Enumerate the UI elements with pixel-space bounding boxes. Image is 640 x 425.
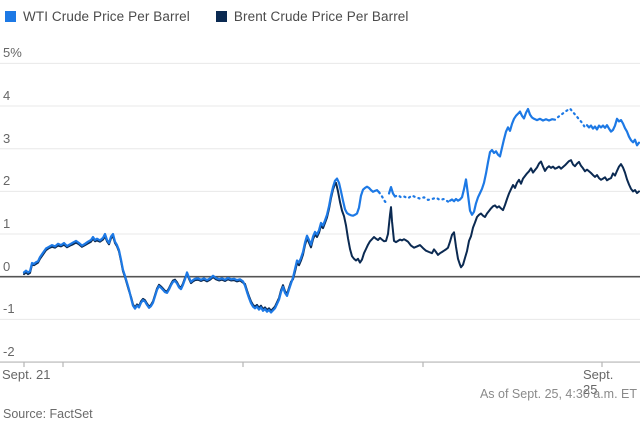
brent-series-line-solid xyxy=(23,159,640,312)
as-of-note: As of Sept. 25, 4:30 a.m. ET xyxy=(479,387,637,401)
y-tick-label: 1 xyxy=(3,216,11,232)
y-tick-label: -1 xyxy=(3,301,15,317)
x-axis-label-end: Sept. 25 xyxy=(583,367,614,397)
wti-series-line-solid xyxy=(585,117,640,147)
y-tick-label: -2 xyxy=(3,344,15,360)
legend-item-wti: WTI Crude Price Per Barrel xyxy=(5,9,190,24)
wti-series-line-solid xyxy=(448,107,557,216)
y-tick-label: 5% xyxy=(3,45,22,61)
wti-series-line-solid xyxy=(387,186,397,198)
brent-legend-swatch-icon xyxy=(215,11,227,22)
wti-series-line-dotted xyxy=(556,107,587,129)
y-tick-label: 0 xyxy=(3,258,11,274)
y-tick-label: 4 xyxy=(3,88,11,104)
brent-legend-label: Brent Crude Price Per Barrel xyxy=(233,9,409,24)
chart-legend: WTI Crude Price Per Barrel Brent Crude P… xyxy=(5,9,409,24)
wti-legend-swatch-icon xyxy=(5,11,16,22)
wti-series-line-solid xyxy=(22,177,381,314)
wti-series-line-dotted xyxy=(393,194,452,203)
source-note: Source: FactSet xyxy=(3,407,93,421)
wti-legend-label: WTI Crude Price Per Barrel xyxy=(23,9,190,24)
y-tick-label: 2 xyxy=(3,173,11,189)
legend-item-brent: Brent Crude Price Per Barrel xyxy=(215,9,409,24)
y-tick-label: 3 xyxy=(3,130,11,146)
wti-series-line-dotted xyxy=(377,191,389,205)
x-axis-label-start: Sept. 21 xyxy=(2,367,51,382)
